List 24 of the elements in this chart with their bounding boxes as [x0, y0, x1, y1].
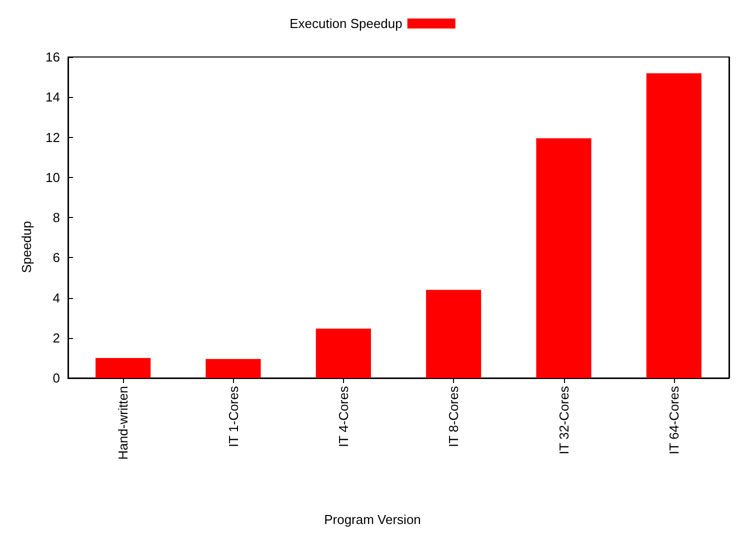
x-tick-label: IT 64-Cores: [666, 386, 682, 454]
y-tick-label: 8: [52, 210, 60, 225]
bar: [646, 73, 702, 378]
y-tick-label: 16: [46, 50, 60, 64]
y-tick-label: 12: [46, 130, 60, 145]
y-tick-label: 10: [46, 170, 60, 185]
y-tick-label: 14: [46, 90, 60, 105]
x-tick-label: IT 1-Cores: [226, 386, 241, 448]
x-tick-label: IT 32-Cores: [556, 386, 572, 454]
x-axis-title: Program Version: [324, 512, 421, 527]
y-tick-label: 0: [52, 370, 60, 386]
bar: [426, 290, 482, 378]
x-tick-label: Hand-written: [116, 386, 131, 460]
y-tick-label: 2: [52, 330, 60, 346]
x-tick-label: IT 8-Cores: [446, 386, 462, 448]
legend-label: Execution Speedup: [290, 16, 402, 31]
y-tick-label: 4: [52, 290, 60, 306]
bar: [316, 328, 371, 378]
bar: [536, 138, 592, 378]
bar: [96, 358, 151, 378]
y-axis-title: Speedup: [19, 220, 34, 274]
bar: [206, 358, 261, 378]
x-tick-label: IT 4-Cores: [336, 386, 351, 448]
y-tick-label: 6: [52, 250, 60, 266]
